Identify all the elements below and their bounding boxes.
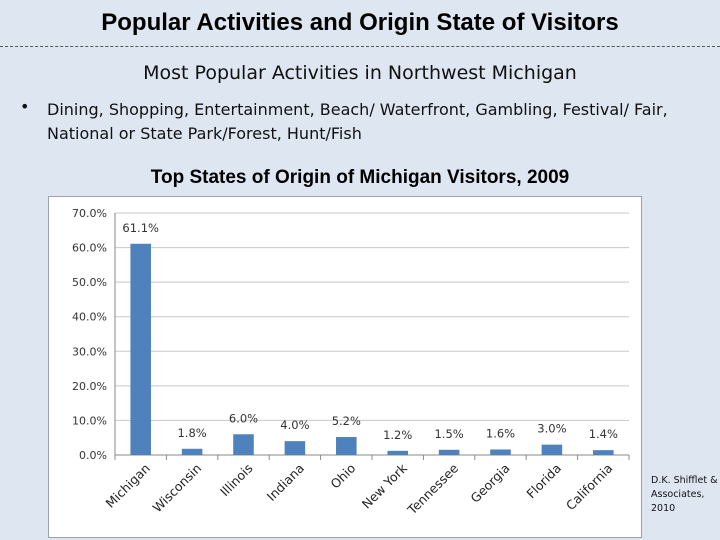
bar (336, 437, 357, 455)
data-label: 1.5% (434, 427, 463, 441)
category-label: Georgia (467, 461, 512, 506)
bar (593, 450, 614, 455)
data-label: 1.4% (589, 427, 618, 441)
bar (438, 449, 460, 455)
bar (284, 441, 306, 455)
bullet-icon: • (20, 97, 30, 116)
category-label: Tennessee (404, 460, 462, 518)
y-tick-label: 70.0% (72, 207, 107, 220)
bar (387, 450, 408, 455)
y-tick-label: 60.0% (72, 242, 107, 255)
slide-title: Popular Activities and Origin State of V… (101, 9, 619, 36)
bar (233, 434, 254, 455)
category-label: New York (359, 460, 411, 512)
source-credit: D.K. Shifflet & Associates, 2010 (651, 475, 718, 514)
bar (130, 243, 151, 455)
data-label: 3.0% (537, 422, 566, 436)
bar (541, 444, 563, 455)
category-label: Illinois (217, 461, 256, 500)
data-label: 5.2% (332, 414, 361, 428)
category-label: Indiana (264, 461, 307, 504)
category-label: Michigan (103, 461, 153, 511)
bar (181, 448, 203, 455)
activities-list: Dining, Shopping, Entertainment, Beach/ … (47, 100, 668, 143)
category-label: Wisconsin (149, 461, 204, 516)
title-divider (0, 46, 720, 47)
category-label: California (563, 461, 616, 514)
y-tick-label: 20.0% (72, 380, 107, 393)
y-tick-label: 40.0% (72, 311, 107, 324)
bar (490, 449, 511, 455)
chart-panel: 0.0% 10.0% 20.0% 30.0% 40.0% 50.0% 60.0% 70.0% 6… (48, 196, 642, 538)
category-label: Ohio (327, 461, 358, 492)
activities-heading: Most Popular Activities in Northwest Mic… (143, 62, 577, 84)
data-label: 1.6% (486, 426, 515, 440)
y-tick-label: 10.0% (72, 414, 107, 427)
category-label: Florida (523, 461, 564, 502)
y-tick-label: 30.0% (72, 345, 107, 358)
data-label: 61.1% (122, 221, 159, 235)
data-label: 6.0% (229, 411, 258, 425)
y-tick-label: 0.0% (79, 449, 107, 462)
y-tick-label: 50.0% (72, 276, 107, 289)
data-label: 1.8% (177, 426, 206, 440)
chart-title: Top States of Origin of Michigan Visitor… (150, 167, 570, 188)
data-label: 1.2% (383, 428, 412, 442)
data-label: 4.0% (280, 418, 309, 432)
bar-chart: 0.0% 10.0% 20.0% 30.0% 40.0% 50.0% 60.0% 70.0% 6… (72, 207, 630, 518)
